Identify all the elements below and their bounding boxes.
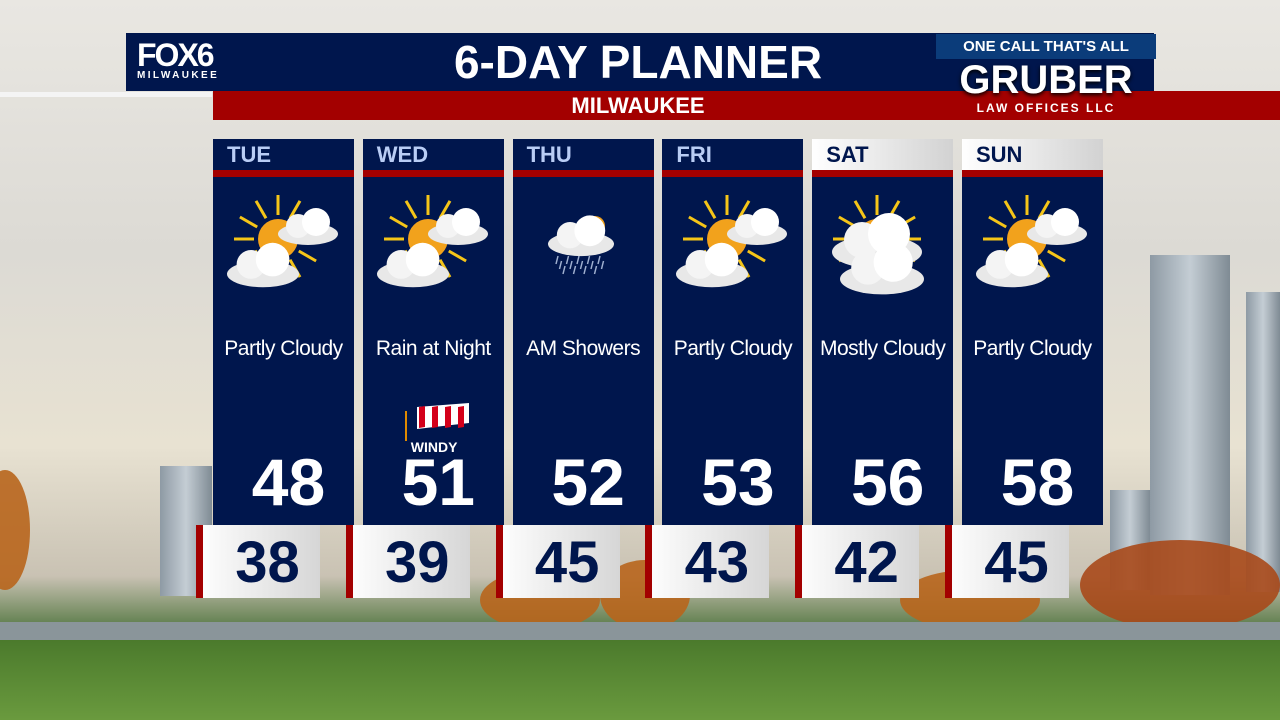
divider xyxy=(812,170,954,177)
location-bar xyxy=(213,91,1280,120)
condition-text: AM Showers xyxy=(526,337,641,360)
low-temp-box: 45 xyxy=(495,525,620,598)
sponsor-logo: ONE CALL THAT'S ALL GRUBER LAW OFFICES L… xyxy=(936,22,1156,115)
low-temp: 42 xyxy=(834,530,899,595)
location-label: MILWAUKEE xyxy=(571,93,705,118)
condition-text: Rain at Night xyxy=(375,337,491,360)
high-temp: 58 xyxy=(1000,445,1075,519)
condition-text: Partly Cloudy xyxy=(973,337,1092,360)
day-label: WED xyxy=(376,142,429,167)
high-temp: 52 xyxy=(551,445,625,519)
accent-bar xyxy=(795,525,803,598)
mostly-cloudy-icon xyxy=(822,194,942,309)
low-temp-box: 43 xyxy=(645,525,770,598)
skyline-background xyxy=(0,255,1280,640)
low-temp-box: 39 xyxy=(345,525,470,598)
day-card-wed: WED Rain at Night WINDY 51 xyxy=(362,139,504,525)
low-temp: 38 xyxy=(235,530,300,595)
divider xyxy=(512,170,654,177)
windsock-icon: WINDY xyxy=(403,401,473,461)
condition-text: Partly Cloudy xyxy=(224,337,343,360)
low-temp: 39 xyxy=(385,530,450,595)
accent-bar xyxy=(495,525,503,598)
condition-text: Partly Cloudy xyxy=(673,337,793,360)
partly-cloudy-icon xyxy=(373,194,493,309)
day-label: TUE xyxy=(227,142,271,167)
partly-cloudy-icon xyxy=(972,194,1092,309)
accent-bar xyxy=(945,525,952,598)
day-label: SUN xyxy=(962,139,1103,170)
day-card-sat: SAT Mostly Cloudy 56 xyxy=(812,139,954,525)
accent-bar xyxy=(345,525,353,598)
low-temp: 45 xyxy=(984,530,1049,595)
low-temp-box: 45 xyxy=(945,525,1069,598)
low-temp: 45 xyxy=(534,530,600,595)
day-card-thu: THU AM Showers 52 xyxy=(512,139,654,525)
sponsor-tagline: ONE CALL THAT'S ALL xyxy=(936,34,1156,59)
sponsor-name: GRUBER xyxy=(959,58,1133,102)
high-temp: 53 xyxy=(701,445,775,519)
high-temp: 51 xyxy=(401,445,475,519)
low-temp: 43 xyxy=(684,530,750,595)
divider xyxy=(662,170,804,177)
condition-text: Mostly Cloudy xyxy=(819,337,946,360)
divider xyxy=(962,170,1103,177)
lake xyxy=(0,622,1280,644)
low-temp-box: 38 xyxy=(196,525,320,598)
fox6-logo: FOX6 MILWAUKEE xyxy=(137,37,220,81)
high-temp: 48 xyxy=(251,445,326,519)
divider xyxy=(0,92,212,97)
sponsor-subtitle: LAW OFFICES LLC xyxy=(976,101,1116,115)
day-card-sun: SUN Partly Cloudy 58 xyxy=(962,139,1103,525)
page-title: 6-DAY PLANNER xyxy=(453,36,823,88)
day-card-fri: FRI Partly Cloudy 53 xyxy=(662,139,804,525)
accent-bar xyxy=(645,525,653,598)
partly-cloudy-icon xyxy=(223,194,343,309)
divider xyxy=(362,170,504,177)
showers-icon xyxy=(523,194,643,309)
day-card-tue: TUE Partly Cloudy 48 xyxy=(213,139,354,525)
day-label: SAT xyxy=(812,139,954,170)
partly-cloudy-icon xyxy=(672,194,792,309)
divider xyxy=(213,170,354,177)
high-temp: 56 xyxy=(850,445,925,519)
grass xyxy=(0,640,1280,720)
logo-subtext: MILWAUKEE xyxy=(137,70,220,81)
logo-text: FOX6 xyxy=(137,37,215,73)
day-label: FRI xyxy=(676,142,712,167)
windy-badge: WINDY xyxy=(410,439,458,455)
accent-bar xyxy=(196,525,203,598)
day-label: THU xyxy=(526,142,572,167)
low-temp-box: 42 xyxy=(795,525,920,598)
